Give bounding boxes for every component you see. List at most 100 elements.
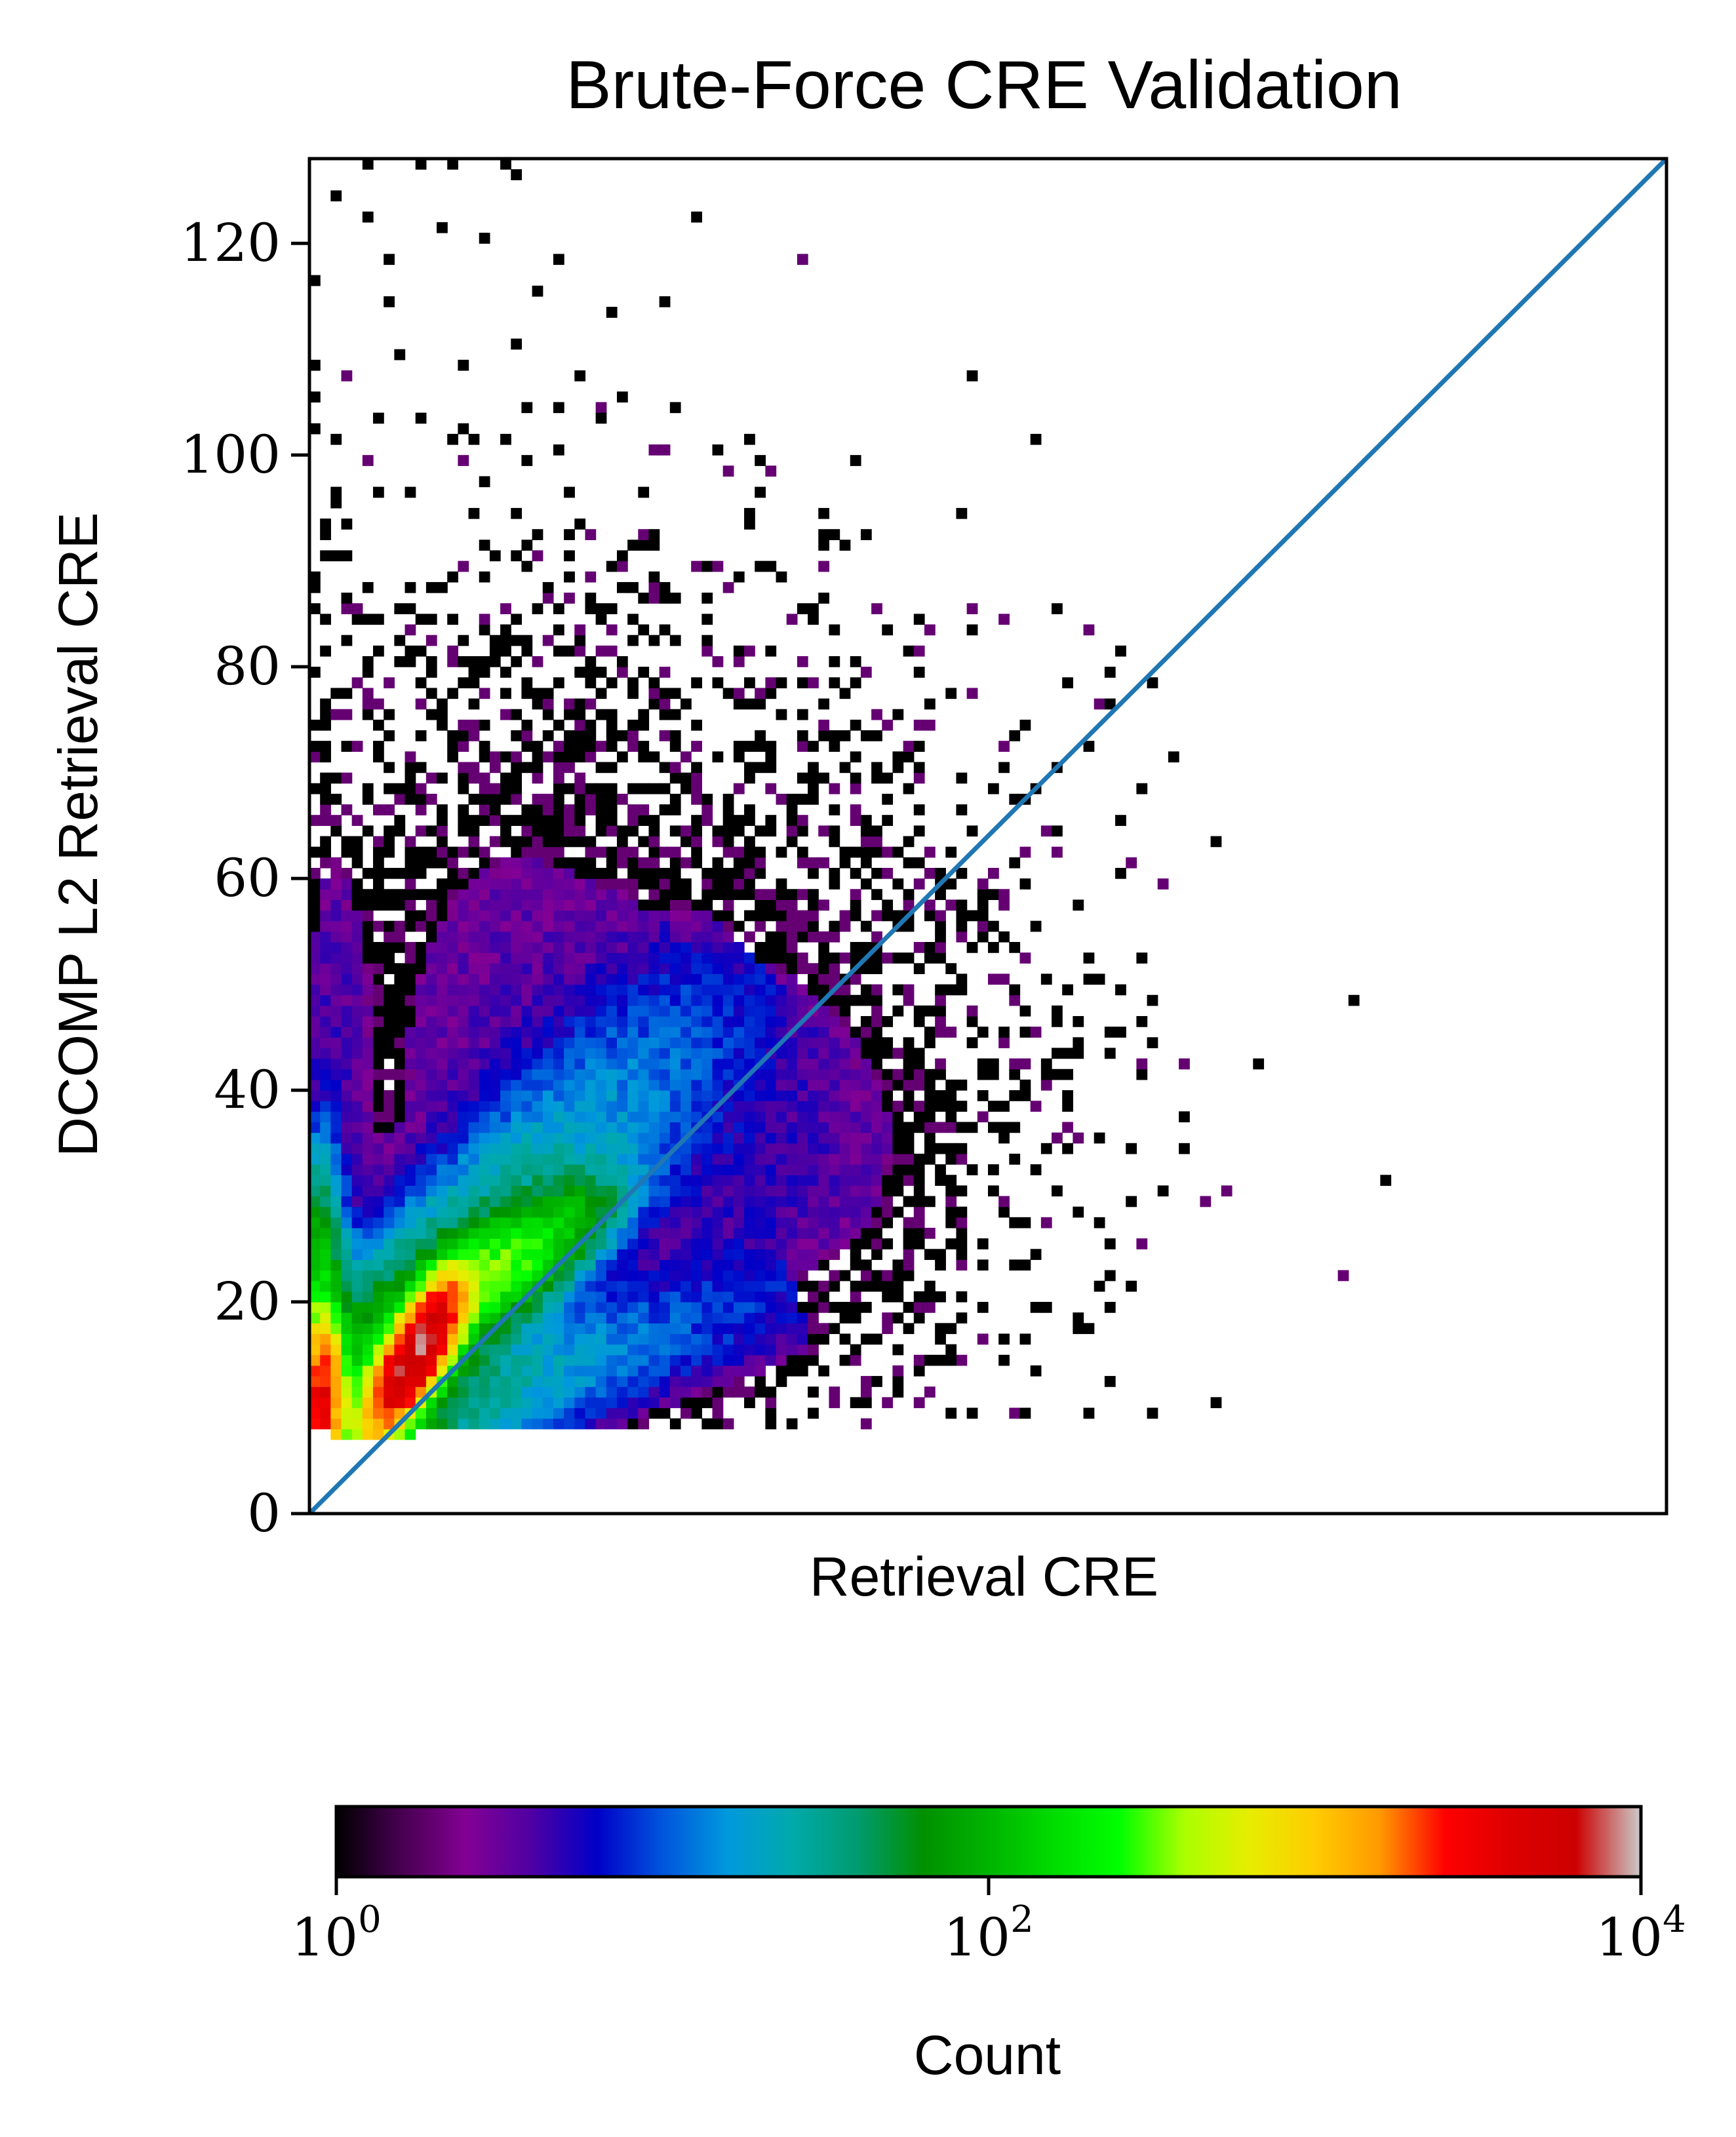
heatmap-cell bbox=[585, 1259, 597, 1271]
heatmap-cell bbox=[691, 1333, 702, 1345]
heatmap-cell bbox=[415, 1217, 427, 1228]
heatmap-cell bbox=[341, 1217, 353, 1228]
heatmap-cell bbox=[797, 254, 808, 265]
heatmap-cell bbox=[351, 889, 363, 900]
heatmap-cell bbox=[362, 931, 374, 943]
heatmap-cell bbox=[489, 793, 501, 805]
heatmap-cell bbox=[691, 1185, 702, 1197]
heatmap-cell bbox=[606, 1143, 618, 1154]
heatmap-cell bbox=[659, 1143, 671, 1154]
heatmap-cell bbox=[351, 1323, 363, 1335]
heatmap-cell bbox=[415, 1132, 427, 1144]
heatmap-cell bbox=[585, 603, 597, 614]
heatmap-cell bbox=[659, 1164, 671, 1175]
heatmap-cell bbox=[489, 857, 501, 869]
heatmap-cell bbox=[458, 920, 469, 932]
heatmap-cell bbox=[394, 994, 406, 1006]
heatmap-cell bbox=[437, 941, 448, 953]
heatmap-cell bbox=[574, 1333, 586, 1345]
heatmap-cell bbox=[860, 920, 872, 932]
heatmap-cell bbox=[648, 1111, 660, 1123]
heatmap-cell bbox=[829, 973, 840, 985]
heatmap-cell bbox=[479, 1058, 490, 1070]
heatmap-cell bbox=[500, 857, 511, 869]
heatmap-cell bbox=[458, 973, 469, 985]
heatmap-cell bbox=[722, 920, 734, 932]
heatmap-cell bbox=[437, 889, 448, 900]
heatmap-cell bbox=[458, 1048, 469, 1059]
heatmap-cell bbox=[595, 1365, 607, 1377]
heatmap-cell bbox=[532, 1101, 543, 1112]
heatmap-cell bbox=[669, 1227, 681, 1239]
heatmap-cell bbox=[882, 1122, 894, 1133]
heatmap-cell bbox=[701, 1048, 713, 1059]
heatmap-cell bbox=[648, 889, 660, 900]
heatmap-cell bbox=[521, 825, 533, 837]
heatmap-cell bbox=[681, 1153, 692, 1165]
heatmap-cell bbox=[681, 1333, 692, 1345]
heatmap-cell bbox=[786, 984, 798, 996]
heatmap-cell bbox=[616, 1312, 628, 1323]
heatmap-cell bbox=[638, 1101, 650, 1112]
heatmap-cell bbox=[468, 867, 480, 879]
heatmap-cell bbox=[458, 455, 469, 466]
heatmap-cell bbox=[373, 1428, 384, 1440]
heatmap-cell bbox=[425, 1217, 437, 1228]
heatmap-cell bbox=[511, 635, 523, 646]
heatmap-cell bbox=[351, 910, 363, 922]
heatmap-cell bbox=[638, 1323, 650, 1335]
heatmap-cell bbox=[320, 1048, 331, 1059]
heatmap-cell bbox=[627, 952, 639, 964]
heatmap-cell bbox=[595, 952, 607, 964]
heatmap-cell bbox=[1115, 1027, 1126, 1038]
heatmap-cell bbox=[913, 1217, 925, 1228]
heatmap-cell bbox=[330, 1164, 342, 1175]
heatmap-cell bbox=[595, 1259, 607, 1271]
heatmap-cell bbox=[425, 656, 437, 667]
heatmap-cell bbox=[1073, 1206, 1084, 1218]
heatmap-cell bbox=[458, 772, 469, 784]
heatmap-cell bbox=[415, 1175, 427, 1186]
heatmap-cell bbox=[532, 1397, 543, 1409]
heatmap-cell bbox=[659, 1005, 671, 1017]
heatmap-cell bbox=[511, 783, 523, 794]
heatmap-cell bbox=[606, 1291, 618, 1303]
heatmap-cell bbox=[341, 519, 353, 530]
heatmap-cell bbox=[722, 581, 734, 593]
heatmap-cell bbox=[585, 793, 597, 805]
heatmap-cell bbox=[437, 1238, 448, 1249]
heatmap-cell bbox=[616, 963, 628, 975]
heatmap-cell bbox=[489, 984, 501, 996]
heatmap-cell bbox=[553, 1344, 564, 1356]
heatmap-point bbox=[1210, 836, 1222, 848]
heatmap-cell bbox=[511, 1344, 523, 1356]
heatmap-cell bbox=[606, 952, 618, 964]
heatmap-cell bbox=[574, 1196, 586, 1207]
heatmap-cell bbox=[351, 846, 363, 858]
heatmap-cell bbox=[839, 1068, 851, 1080]
heatmap-cell bbox=[648, 783, 660, 794]
heatmap-cell bbox=[1104, 1027, 1116, 1038]
heatmap-cell bbox=[351, 878, 363, 890]
heatmap-cell bbox=[871, 1217, 882, 1228]
heatmap-cell bbox=[797, 1217, 808, 1228]
heatmap-cell bbox=[998, 1206, 1010, 1218]
heatmap-cell bbox=[722, 994, 734, 1006]
heatmap-cell bbox=[691, 1143, 702, 1154]
heatmap-cell bbox=[733, 751, 745, 763]
heatmap-cell bbox=[362, 793, 374, 805]
heatmap-cell bbox=[776, 846, 787, 858]
heatmap-cell bbox=[564, 1365, 575, 1377]
heatmap-cell bbox=[320, 1354, 331, 1366]
heatmap-cell bbox=[755, 1249, 766, 1261]
heatmap-cell bbox=[903, 1217, 915, 1228]
heatmap-cell bbox=[351, 1143, 363, 1154]
heatmap-cell bbox=[1126, 1196, 1137, 1207]
heatmap-cell bbox=[532, 910, 543, 922]
heatmap-cell bbox=[956, 1238, 968, 1249]
heatmap-cell bbox=[616, 952, 628, 964]
heatmap-cell bbox=[479, 889, 490, 900]
heatmap-cell bbox=[309, 667, 321, 678]
heatmap-cell bbox=[648, 635, 660, 646]
heatmap-cell bbox=[394, 349, 406, 361]
